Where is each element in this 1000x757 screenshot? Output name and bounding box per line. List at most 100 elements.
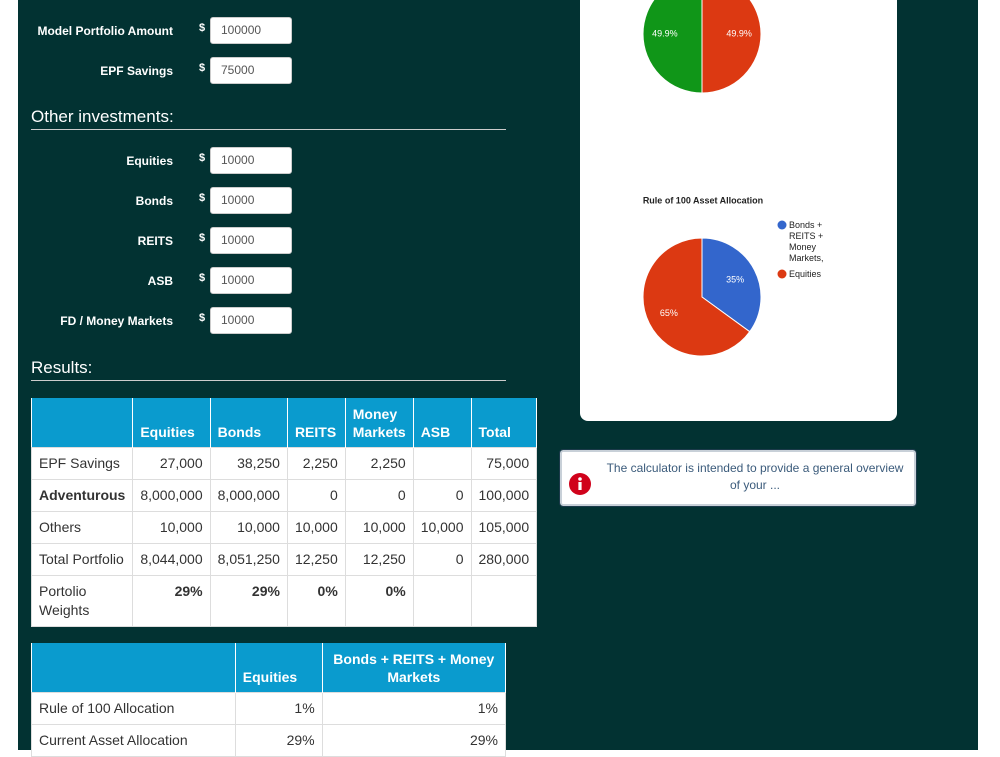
section-heading: Other investments: xyxy=(31,107,174,126)
currency-symbol: $ xyxy=(199,232,206,244)
field-label: Bonds xyxy=(135,194,173,208)
table-cell: 2,250 xyxy=(286,447,346,480)
header-row: Equities Bonds REITS Money Markets ASB Total xyxy=(31,398,538,448)
text-input[interactable]: 10000 xyxy=(210,187,292,214)
chart-title: Rule of 100 Asset Allocation xyxy=(643,195,763,205)
table-cell: 2,250 xyxy=(344,447,414,480)
row-label: Portolio Weights xyxy=(30,575,134,627)
table-cell: 75,000 xyxy=(470,447,538,480)
table-cell: 100,000 xyxy=(470,479,538,512)
field-label: ASB xyxy=(147,274,173,288)
table-cell: 0 xyxy=(344,479,414,512)
table-cell: 29% xyxy=(234,724,323,757)
table-cell: 105,000 xyxy=(470,511,538,544)
header-cell: ASB xyxy=(413,398,472,448)
table-cell: 1% xyxy=(234,692,323,725)
header-cell: Bonds xyxy=(210,398,288,448)
row-label: Current Asset Allocation xyxy=(31,724,236,757)
data-table: Equities Bonds REITS Money Markets ASB Total E… xyxy=(30,398,538,627)
field-label: REITS xyxy=(137,234,173,248)
header-cell: Equities xyxy=(235,643,323,693)
header-cell: Money Markets xyxy=(345,398,414,448)
notice-text: The calculator is intended to provide a … xyxy=(606,461,904,492)
table-cell: 0% xyxy=(286,575,346,627)
table-cell xyxy=(412,447,472,480)
data-table: Equities Bonds + REITS + Money Markets Rul… xyxy=(31,643,507,757)
info-icon xyxy=(569,473,591,495)
header-cell: Total xyxy=(471,398,538,448)
table-cell: 10,000 xyxy=(132,511,211,544)
row-label: Rule of 100 Allocation xyxy=(31,692,236,725)
currency-symbol: $ xyxy=(199,192,206,204)
section-heading: Results: xyxy=(31,358,93,377)
header-cell xyxy=(31,643,236,693)
legend-label: Equities xyxy=(789,269,822,279)
header-row: Equities Bonds + REITS + Money Markets xyxy=(31,643,507,693)
pie-slice xyxy=(701,0,762,94)
legend-swatch xyxy=(777,220,787,230)
table-cell xyxy=(412,575,472,627)
table-cell: 12,250 xyxy=(286,543,346,576)
table-cell: 27,000 xyxy=(132,447,211,480)
currency-symbol: $ xyxy=(199,272,206,284)
pie-charts: 49.9% 49.9% 35% 65% Rule of 100 Asset Alloca… xyxy=(642,0,787,357)
row-label: Total Portfolio xyxy=(30,543,134,576)
field-label: FD / Money Markets xyxy=(60,314,173,328)
table-cell: 10,000 xyxy=(412,511,472,544)
pie-slice xyxy=(701,237,762,333)
notice-box xyxy=(559,449,917,507)
table-cell: 8,051,250 xyxy=(209,543,288,576)
table-cell: 8,000,000 xyxy=(132,479,211,512)
field-label: EPF Savings xyxy=(100,64,173,78)
table-cell: 38,250 xyxy=(209,447,288,480)
table-cell: 12,250 xyxy=(344,543,414,576)
table-row: Others 10,000 10,000 10,000 10,000 10,000 105,… xyxy=(30,511,538,544)
header-cell: Bonds + REITS + Money Markets xyxy=(322,643,507,693)
slice-label: 65% xyxy=(660,308,678,318)
table-cell: 8,044,000 xyxy=(132,543,211,576)
row-label: Others xyxy=(30,511,134,544)
table-cell: 29% xyxy=(209,575,288,627)
legend-label: Bonds + REITS + Money Markets, xyxy=(789,220,824,263)
text-input[interactable]: 10000 xyxy=(210,267,292,294)
pie-slice xyxy=(642,0,703,94)
text-input[interactable]: 10000 xyxy=(210,147,292,174)
header-cell: REITS xyxy=(287,398,346,448)
currency-symbol: $ xyxy=(199,152,206,164)
table-cell: 29% xyxy=(321,724,507,757)
pie-slice xyxy=(642,237,751,357)
currency-symbol: $ xyxy=(199,312,206,324)
legend-swatch xyxy=(777,269,787,279)
text-input[interactable]: 75000 xyxy=(210,57,292,84)
field-label: Equities xyxy=(126,154,173,168)
table-cell: 1% xyxy=(321,692,507,725)
table-row: Portolio Weights 29% 29% 0% 0% xyxy=(30,575,538,627)
text-input[interactable]: 10000 xyxy=(210,227,292,254)
slice-label: 49.9% xyxy=(726,28,752,38)
slice-label: 35% xyxy=(726,275,744,285)
slice-label: 49.9% xyxy=(652,28,678,38)
table-cell: 0 xyxy=(286,479,346,512)
table-cell: 10,000 xyxy=(344,511,414,544)
header-cell xyxy=(31,398,134,448)
table-cell: 29% xyxy=(132,575,211,627)
row-label: EPF Savings xyxy=(30,447,134,480)
divider xyxy=(31,380,506,381)
table-cell xyxy=(470,575,538,627)
table-row: Total Portfolio 8,044,000 8,051,250 12,250 1… xyxy=(30,543,538,576)
table-cell: 10,000 xyxy=(209,511,288,544)
header-cell: Equities xyxy=(132,398,211,448)
currency-symbol: $ xyxy=(199,22,206,34)
table-cell: 280,000 xyxy=(470,543,538,576)
currency-symbol: $ xyxy=(199,62,206,74)
text-input[interactable]: 10000 xyxy=(210,307,292,334)
table-row: EPF Savings 27,000 38,250 2,250 2,250 75,000 xyxy=(30,447,538,480)
table-row: Rule of 100 Allocation 1% 1% xyxy=(31,692,507,725)
table-row: Current Asset Allocation 29% 29% xyxy=(31,724,507,757)
table-cell: 0 xyxy=(412,543,472,576)
divider xyxy=(31,129,506,130)
table-cell: 0% xyxy=(344,575,414,627)
text-input[interactable]: 100000 xyxy=(210,17,292,44)
table-row: Adventurous 8,000,000 8,000,000 0 0 0 100,000 xyxy=(30,479,538,512)
